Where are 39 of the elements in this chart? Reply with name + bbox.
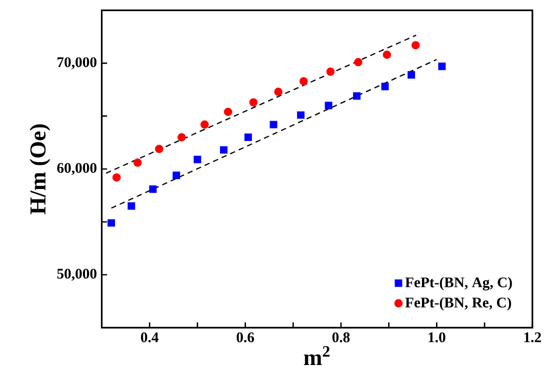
point [274, 88, 282, 96]
point [149, 185, 157, 193]
x-axis-title: m$^{2}$ [304, 346, 330, 366]
point [297, 111, 305, 119]
point [354, 58, 362, 66]
point [270, 120, 278, 128]
point [172, 172, 180, 180]
point [178, 133, 186, 142]
y-axis-title: H/m (Oe) [30, 124, 50, 214]
point [300, 77, 308, 86]
point [108, 219, 116, 227]
y-tick-label: 60,000 [57, 162, 96, 176]
x-tick-label: 1.2 [524, 332, 541, 342]
x-tick-label: 0.8 [332, 332, 350, 342]
point [438, 62, 446, 70]
point [194, 156, 202, 164]
point [200, 120, 209, 129]
point [220, 146, 228, 154]
x-tick-label: 0.6 [236, 332, 254, 342]
point [381, 82, 389, 90]
x-tick-label: 1.0 [428, 332, 446, 342]
point [324, 102, 332, 110]
point [155, 144, 164, 154]
point [412, 41, 420, 50]
point [326, 68, 335, 76]
point [128, 202, 136, 210]
point [249, 98, 258, 106]
point [112, 173, 121, 182]
x-tick-label: 0.4 [140, 332, 158, 342]
y-tick-label: 70,000 [58, 57, 96, 70]
point [244, 134, 252, 141]
point [133, 158, 142, 167]
point [408, 71, 416, 79]
point [382, 50, 392, 59]
legend-label: FePt-(BN, Ag, C) [405, 277, 512, 290]
legend-label: FePt-(BN, Re, C) [405, 297, 512, 310]
point [224, 108, 232, 116]
y-tick-label: 50,000 [57, 268, 96, 281]
point [353, 92, 361, 100]
